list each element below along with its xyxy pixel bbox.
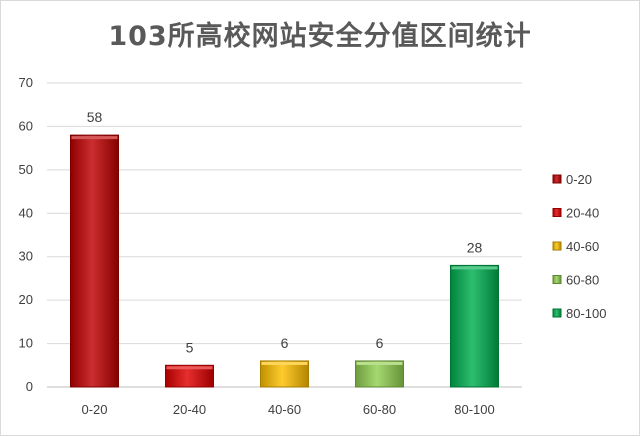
bar-0-20	[70, 134, 119, 388]
bar-40-60	[260, 360, 309, 388]
x-axis-ticks: 0-20 20-40 40-60 60-80 80-100	[81, 402, 494, 417]
legend-label: 40-60	[566, 239, 599, 254]
data-label-60-80: 6	[376, 335, 384, 351]
bar-20-40	[165, 364, 214, 388]
y-tick-label: 30	[19, 249, 33, 264]
x-tick-label: 40-60	[268, 402, 301, 417]
legend-swatch	[552, 275, 562, 284]
data-label-20-40: 5	[186, 339, 194, 355]
bar-highlight	[356, 361, 403, 365]
legend-label: 80-100	[566, 306, 606, 321]
x-tick-label: 0-20	[81, 402, 107, 417]
legend-swatch	[552, 308, 562, 318]
bar-highlight	[166, 366, 213, 370]
legend-item-80-100: 80-100	[552, 306, 606, 321]
data-labels: 58 5 6 6 28	[87, 109, 483, 355]
legend-label: 20-40	[566, 206, 599, 221]
legend-swatch	[552, 174, 562, 184]
bars	[70, 134, 499, 388]
bar-highlight	[451, 266, 498, 270]
legend-item-20-40: 20-40	[552, 206, 599, 221]
y-tick-label: 10	[19, 336, 33, 351]
legend-item-40-60: 40-60	[552, 239, 599, 254]
chart-title: 103所高校网站安全分值区间统计	[108, 21, 532, 52]
data-label-0-20: 58	[87, 109, 103, 125]
y-tick-label: 70	[19, 75, 33, 90]
legend-item-0-20: 0-20	[552, 172, 592, 187]
y-tick-label: 60	[19, 118, 33, 133]
legend-label: 60-80	[566, 273, 599, 288]
bar-60-80	[355, 360, 404, 388]
legend: 0-20 20-40 40-60 60-80 80-100	[552, 172, 606, 321]
bar-highlight	[71, 136, 118, 140]
y-tick-label: 20	[19, 292, 33, 307]
gridlines	[47, 82, 522, 388]
y-tick-label: 50	[19, 162, 33, 177]
legend-swatch	[552, 208, 562, 217]
bar-highlight	[261, 361, 308, 365]
legend-item-60-80: 60-80	[552, 273, 599, 288]
x-tick-label: 60-80	[363, 402, 396, 417]
y-tick-label: 40	[19, 205, 33, 220]
y-tick-label: 0	[26, 379, 33, 394]
legend-label: 0-20	[566, 172, 592, 187]
data-label-80-100: 28	[467, 239, 483, 255]
x-tick-label: 80-100	[454, 402, 494, 417]
y-axis-ticks: 0 10 20 30 40 50 60 70	[19, 75, 33, 394]
legend-swatch	[552, 241, 562, 251]
bar-80-100	[450, 264, 499, 388]
data-label-40-60: 6	[281, 335, 289, 351]
x-tick-label: 20-40	[173, 402, 206, 417]
